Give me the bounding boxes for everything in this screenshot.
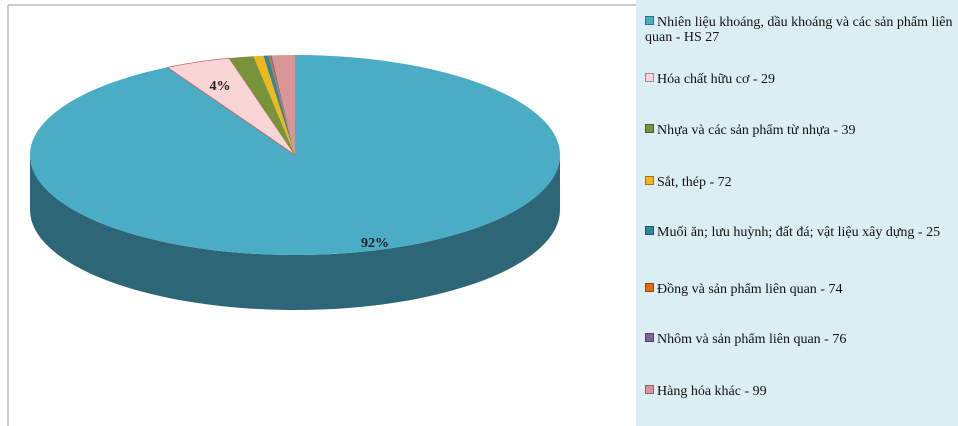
legend-swatch: [645, 283, 654, 292]
legend-swatch: [645, 176, 654, 185]
legend-label: Đồng và sản phẩm liên quan - 74: [657, 282, 843, 297]
legend-swatch: [645, 124, 654, 133]
slice: [268, 55, 295, 155]
data-label: 4%: [210, 79, 231, 94]
slice: [166, 57, 296, 156]
legend-label: Sắt, thép - 72: [657, 175, 732, 190]
legend-entry: Hàng hóa khác - 99: [645, 384, 953, 399]
legend-label: Muối ăn; lưu huỳnh; đất đá; vật liệu xây…: [657, 225, 941, 240]
legend-entry: Đồng và sản phẩm liên quan - 74: [645, 282, 953, 297]
legend-entry: Sắt, thép - 72: [645, 175, 953, 190]
legend-label: Nhựa và các sản phẩm từ nhựa - 39: [657, 123, 856, 138]
slice-side: [30, 155, 560, 310]
legend-swatch: [645, 73, 654, 82]
slice: [253, 55, 295, 155]
legend-swatch: [645, 16, 654, 25]
slice: [270, 55, 295, 155]
legend-label: Hóa chất hữu cơ - 29: [657, 72, 776, 87]
legend-label: Nhiên liệu khoáng, dầu khoáng và các sản…: [645, 15, 953, 45]
legend-label: Hàng hóa khác - 99: [657, 384, 767, 399]
legend-entry: Muối ăn; lưu huỳnh; đất đá; vật liệu xây…: [645, 225, 953, 240]
legend-entry: Nhiên liệu khoáng, dầu khoáng và các sản…: [645, 15, 953, 45]
slice: [229, 56, 295, 155]
legend-entry: Nhôm và sản phẩm liên quan - 76: [645, 332, 953, 347]
legend-panel: [636, 0, 958, 426]
legend-label: Nhôm và sản phẩm liên quan - 76: [657, 332, 847, 347]
legend-swatch: [645, 333, 654, 342]
legend-entry: Nhựa và các sản phẩm từ nhựa - 39: [645, 123, 953, 138]
legend-entry: Hóa chất hữu cơ - 29: [645, 72, 953, 87]
legend-swatch: [645, 385, 654, 394]
legend-swatch: [645, 226, 654, 235]
slice: [263, 55, 295, 155]
slice: [271, 55, 295, 155]
data-label: 92%: [361, 236, 389, 251]
